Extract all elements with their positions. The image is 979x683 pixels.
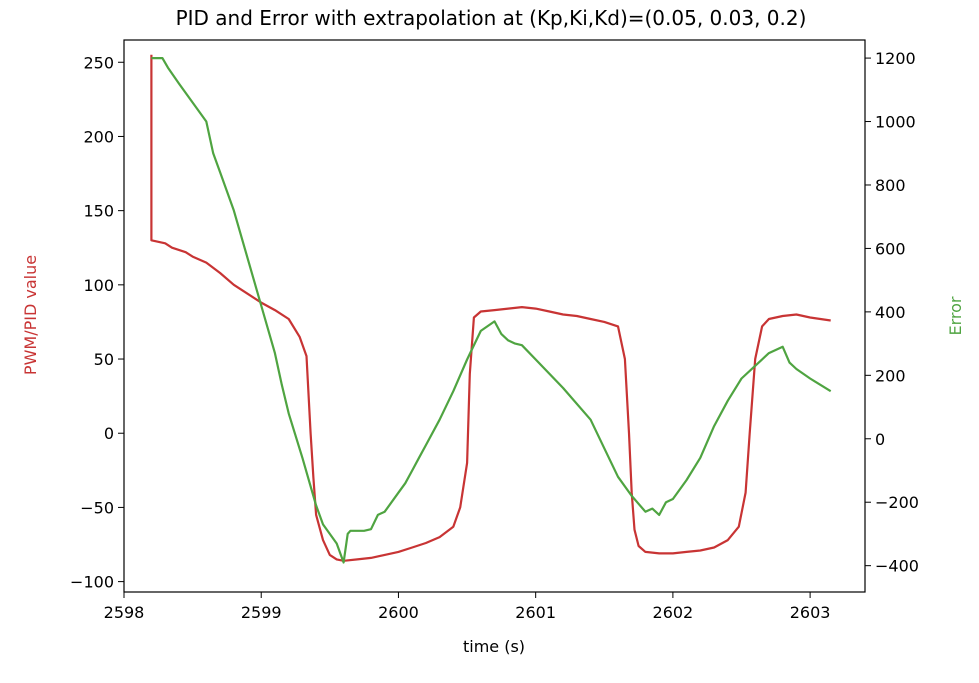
- x-tick-label: 2600: [378, 603, 419, 622]
- y-tick-label: 150: [83, 202, 114, 221]
- y2-tick-label: 600: [875, 239, 906, 258]
- y-tick-label: −50: [80, 498, 114, 517]
- y2-tick-label: 0: [875, 430, 885, 449]
- y2-tick-label: 1200: [875, 49, 916, 68]
- x-tick-label: 2603: [790, 603, 831, 622]
- error-line: [151, 56, 832, 564]
- y2-tick-label: −200: [875, 493, 919, 512]
- chart-title: PID and Error with extrapolation at (Kp,…: [176, 6, 807, 30]
- y-tick-label: 0: [104, 424, 114, 443]
- y-tick-label: 200: [83, 127, 114, 146]
- y-tick-label: 100: [83, 276, 114, 295]
- y2-axis-title: Error: [946, 296, 965, 335]
- plot-frame: [123, 39, 866, 593]
- y2-tick-label: 800: [875, 176, 906, 195]
- y2-tick-label: −400: [875, 557, 919, 576]
- y2-tick-label: 200: [875, 366, 906, 385]
- y2-tick-label: 400: [875, 303, 906, 322]
- plot-area: [123, 39, 866, 593]
- pid-line: [150, 54, 831, 562]
- y-axis-title: PWM/PID value: [21, 255, 40, 375]
- y2-tick-label: 1000: [875, 113, 916, 132]
- x-tick-label: 2601: [515, 603, 556, 622]
- y-tick-label: 250: [83, 53, 114, 72]
- x-axis-title: time (s): [463, 637, 525, 656]
- x-tick-label: 2598: [104, 603, 145, 622]
- y-tick-label: −100: [70, 573, 114, 592]
- x-tick-label: 2599: [241, 603, 282, 622]
- x-axis: 2598 2599 2600 2601 2602 2603: [104, 592, 831, 622]
- x-tick-label: 2602: [653, 603, 694, 622]
- y-axis-left: 250 200 150 100 50 0 −50 −100: [70, 53, 124, 592]
- series-layer: [150, 54, 832, 564]
- y-axis-right: 1200 1000 800 600 400 200 0 −200 −400: [865, 49, 919, 576]
- y-tick-label: 50: [94, 350, 114, 369]
